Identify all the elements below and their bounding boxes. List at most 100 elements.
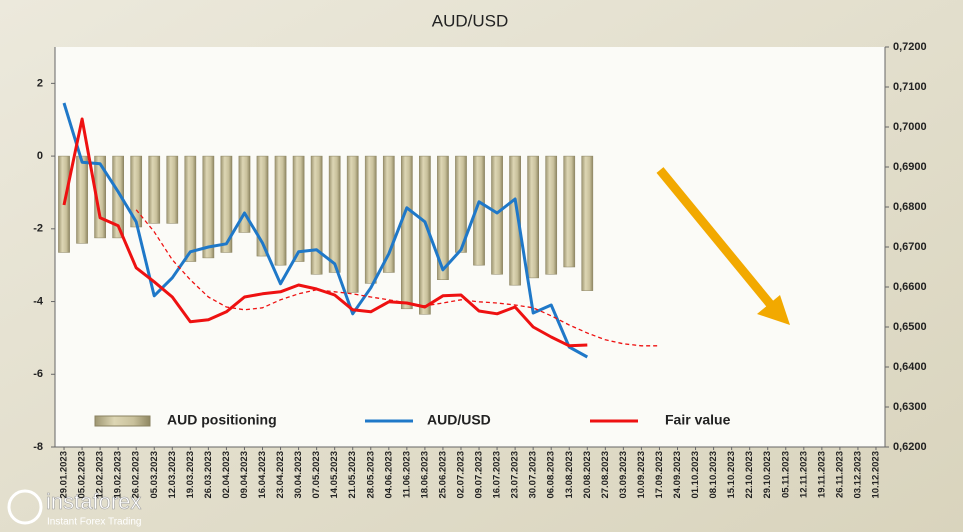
y-tick-label: -4 bbox=[33, 295, 44, 307]
y-tick-label: 2 bbox=[37, 77, 43, 89]
x-tick-label: 23.07.2023 bbox=[510, 451, 521, 499]
legend-label: AUD/USD bbox=[427, 412, 491, 428]
x-tick-label: 16.04.2023 bbox=[257, 451, 268, 499]
y2-tick-label: 0,7200 bbox=[893, 41, 927, 53]
bar bbox=[274, 155, 287, 266]
x-tick-label: 21.05.2023 bbox=[347, 451, 358, 499]
bar bbox=[94, 155, 106, 239]
bar bbox=[364, 155, 377, 284]
y2-tick-label: 0,6700 bbox=[893, 241, 927, 253]
bar bbox=[437, 155, 449, 280]
x-tick-label: 03.09.2023 bbox=[618, 451, 629, 499]
x-tick-label: 28.05.2023 bbox=[365, 451, 376, 499]
y2-tick-label: 0,7000 bbox=[893, 121, 927, 133]
x-tick-label: 20.08.2023 bbox=[582, 451, 593, 499]
bar bbox=[581, 155, 594, 291]
x-tick-label: 19.03.2023 bbox=[185, 451, 196, 499]
x-tick-label: 10.12.2023 bbox=[870, 451, 881, 499]
bar bbox=[202, 155, 215, 259]
x-tick-label: 15.10.2023 bbox=[726, 451, 737, 499]
x-tick-label: 02.07.2023 bbox=[455, 451, 466, 499]
x-tick-label: 09.04.2023 bbox=[239, 451, 250, 499]
legend-label: Fair value bbox=[665, 412, 731, 428]
x-tick-label: 12.03.2023 bbox=[167, 451, 178, 499]
trend-arrow-head bbox=[757, 295, 790, 325]
x-tick-label: 11.06.2023 bbox=[401, 451, 412, 498]
bar bbox=[545, 155, 558, 275]
bar bbox=[292, 155, 305, 262]
x-tick-label: 29.01.2023 bbox=[59, 451, 70, 499]
x-tick-label: 30.04.2023 bbox=[293, 451, 304, 499]
bar bbox=[148, 155, 161, 224]
y2-tick-label: 0,6500 bbox=[893, 321, 927, 333]
x-tick-label: 14.05.2023 bbox=[329, 451, 340, 499]
y-tick-label: -8 bbox=[33, 441, 43, 453]
x-tick-label: 03.12.2023 bbox=[852, 451, 863, 499]
x-tick-label: 26.02.2023 bbox=[131, 451, 142, 499]
y2-tick-label: 0,7100 bbox=[893, 81, 927, 93]
trend-line bbox=[135, 209, 660, 347]
legend-label: AUD positioning bbox=[167, 412, 277, 428]
bar bbox=[220, 155, 233, 253]
trend-arrow bbox=[656, 167, 779, 313]
x-tick-label: 29.10.2023 bbox=[762, 451, 773, 499]
bar bbox=[184, 155, 197, 262]
x-tick-label: 25.06.2023 bbox=[437, 451, 448, 499]
y2-tick-label: 0,6400 bbox=[893, 361, 927, 373]
plot-area bbox=[55, 47, 885, 447]
x-tick-label: 26.11.2023 bbox=[834, 451, 845, 498]
x-tick-label: 13.08.2023 bbox=[564, 451, 575, 499]
x-tick-label: 23.04.2023 bbox=[275, 451, 286, 499]
x-tick-label: 01.10.2023 bbox=[690, 451, 701, 499]
bar bbox=[455, 155, 467, 253]
watermark: instaforex Instant Forex Trading bbox=[7, 489, 142, 528]
x-tick-label: 05.02.2023 bbox=[77, 451, 88, 499]
x-tick-label: 10.09.2023 bbox=[636, 451, 647, 499]
logo bbox=[7, 489, 43, 525]
x-tick-label: 12.02.2023 bbox=[95, 451, 106, 499]
x-tick-label: 16.07.2023 bbox=[492, 451, 503, 499]
x-tick-label: 22.10.2023 bbox=[744, 451, 755, 499]
y-tick-label: -2 bbox=[33, 223, 43, 235]
bar bbox=[563, 155, 576, 268]
bar bbox=[473, 155, 485, 266]
tagline: Instant Forex Trading bbox=[47, 517, 142, 528]
bar bbox=[310, 155, 323, 275]
line bbox=[62, 102, 589, 359]
bar bbox=[527, 155, 539, 279]
x-tick-label: 12.11.2023 bbox=[798, 451, 809, 498]
x-tick-label: 05.03.2023 bbox=[149, 451, 160, 499]
y2-tick-label: 0,6200 bbox=[893, 441, 927, 453]
x-tick-label: 02.04.2023 bbox=[221, 451, 232, 499]
bar bbox=[112, 155, 124, 239]
bar bbox=[76, 155, 88, 244]
bar bbox=[382, 155, 395, 273]
x-tick-label: 26.03.2023 bbox=[203, 451, 214, 499]
bar bbox=[166, 155, 179, 224]
bar bbox=[256, 155, 269, 257]
x-tick-label: 07.05.2023 bbox=[311, 451, 322, 499]
bar bbox=[401, 155, 413, 310]
x-tick-label: 17.09.2023 bbox=[654, 451, 665, 499]
legend-swatch bbox=[94, 415, 151, 427]
x-tick-label: 27.08.2023 bbox=[600, 451, 611, 499]
chart-title: AUD/USD bbox=[432, 11, 509, 30]
bar bbox=[238, 155, 251, 233]
x-tick-label: 19.02.2023 bbox=[113, 451, 124, 499]
y2-tick-label: 0,6900 bbox=[893, 161, 927, 173]
y-tick-label: -6 bbox=[33, 368, 43, 380]
x-tick-label: 09.07.2023 bbox=[474, 451, 485, 499]
bar bbox=[509, 155, 521, 286]
y2-tick-label: 0,6800 bbox=[893, 201, 927, 213]
y2-tick-label: 0,6300 bbox=[893, 401, 927, 413]
bar bbox=[328, 155, 341, 273]
x-tick-label: 19.11.2023 bbox=[816, 451, 827, 498]
bar bbox=[346, 155, 359, 293]
x-tick-label: 24.09.2023 bbox=[672, 451, 683, 499]
line bbox=[62, 117, 588, 348]
y2-tick-label: 0,6600 bbox=[893, 281, 927, 293]
x-tick-label: 06.08.2023 bbox=[546, 451, 557, 499]
y-tick-label: 0 bbox=[37, 150, 43, 162]
x-tick-label: 18.06.2023 bbox=[419, 451, 430, 499]
